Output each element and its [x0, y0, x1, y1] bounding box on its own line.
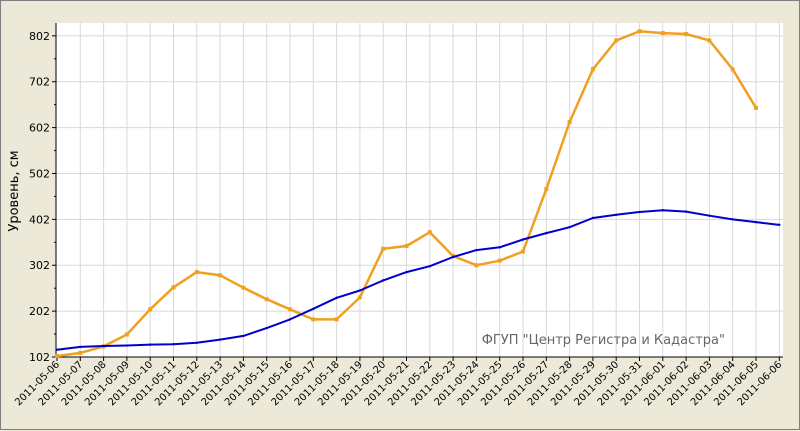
series-point-0 [474, 263, 479, 268]
series-point-1 [708, 214, 711, 217]
series-point-0 [264, 297, 269, 302]
series-point-1 [405, 270, 408, 274]
series-point-0 [567, 120, 572, 125]
series-point-0 [427, 230, 432, 235]
series-point-1 [451, 255, 455, 259]
series-point-0 [521, 249, 525, 254]
series-point-1 [125, 344, 129, 347]
series-point-0 [55, 354, 59, 359]
series-group [55, 29, 781, 359]
series-point-0 [614, 38, 619, 43]
series-point-1 [55, 348, 59, 351]
series-point-1 [382, 279, 385, 282]
series-point-1 [498, 246, 501, 249]
series-point-0 [684, 32, 689, 37]
series-point-0 [241, 285, 246, 290]
plot-area [56, 23, 783, 357]
series-point-1 [661, 208, 664, 212]
series-point-1 [218, 338, 222, 341]
series-point-0 [754, 105, 758, 110]
chart-annotation: ФГУП "Центр Регистра и Кадастра" [482, 333, 725, 348]
series-point-0 [381, 246, 386, 251]
series-point-0 [78, 350, 83, 355]
series-point-0 [660, 31, 665, 36]
series-line-1 [56, 209, 780, 351]
series-point-1 [475, 248, 478, 252]
y-tick-label: 302 [29, 259, 50, 272]
series-point-0 [218, 273, 223, 278]
series-point-1 [754, 220, 758, 224]
series-point-1 [521, 238, 525, 241]
series-point-1 [428, 264, 431, 268]
series-point-1 [778, 223, 781, 227]
series-point-0 [194, 270, 199, 275]
x-axis-ticks: 2011-05-062011-05-072011-05-082011-05-09… [13, 357, 784, 408]
series-point-0 [497, 258, 502, 263]
series-point-1 [172, 342, 175, 346]
series-point-1 [545, 231, 548, 235]
series-point-0 [590, 67, 595, 72]
series-point-1 [335, 296, 338, 300]
series-point-0 [334, 317, 339, 322]
series-point-1 [149, 343, 152, 346]
y-tick-label: 402 [29, 213, 50, 226]
series-point-0 [357, 295, 362, 300]
series-point-1 [312, 307, 315, 311]
series-point-0 [148, 307, 153, 312]
series-point-1 [615, 213, 618, 216]
series-point-0 [637, 29, 642, 34]
series-point-1 [358, 289, 362, 292]
series-point-1 [731, 218, 734, 221]
series-point-1 [684, 210, 688, 213]
y-tick-label: 202 [29, 305, 50, 318]
series-point-1 [265, 326, 268, 330]
series-point-1 [242, 334, 245, 338]
series-point-0 [707, 38, 712, 43]
y-axis-ticks: 102 202 302 402 502 602 702 802 [29, 30, 56, 364]
series-point-0 [404, 243, 409, 248]
series-point-0 [288, 307, 292, 312]
series-point-0 [171, 285, 176, 290]
grid [56, 23, 783, 357]
series-point-1 [195, 341, 198, 344]
series-point-1 [102, 344, 105, 348]
series-point-0 [124, 332, 129, 337]
series-point-1 [591, 216, 595, 220]
series-point-1 [638, 210, 641, 214]
y-tick-label: 502 [29, 167, 50, 180]
series-point-1 [568, 225, 571, 229]
series-point-0 [544, 187, 549, 192]
y-tick-label: 602 [29, 122, 50, 135]
series-point-1 [79, 345, 82, 349]
series-point-1 [288, 318, 292, 321]
y-tick-label: 102 [29, 351, 50, 364]
y-tick-label: 702 [29, 76, 50, 89]
series-point-0 [730, 67, 735, 72]
y-axis-label: Уровень, см [7, 150, 22, 231]
y-tick-label: 802 [29, 30, 50, 43]
series-point-0 [311, 317, 316, 322]
